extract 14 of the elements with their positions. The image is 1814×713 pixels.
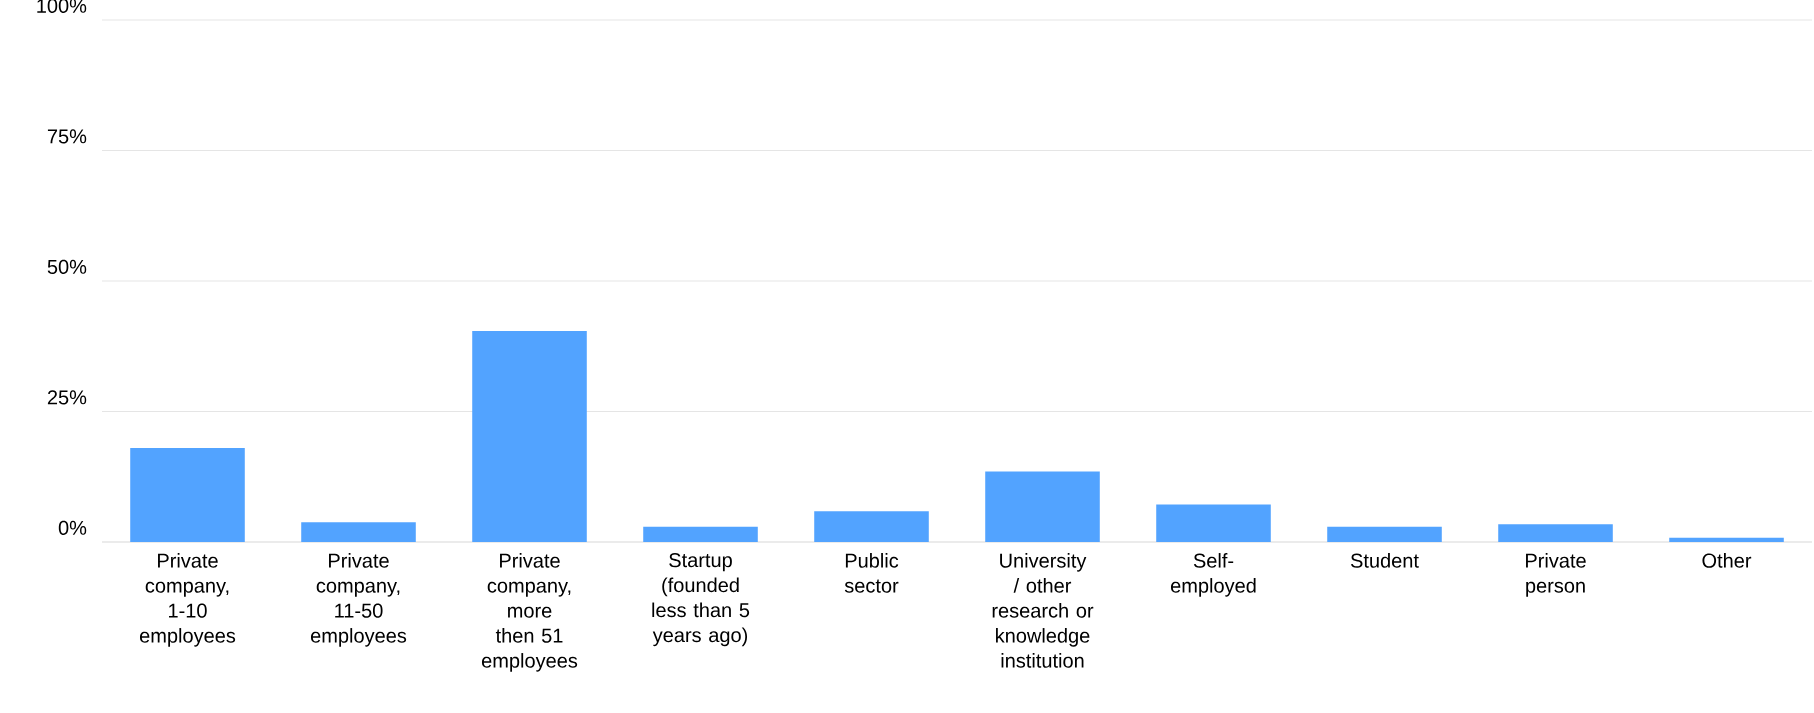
x-tick-label: Public sector	[844, 553, 899, 593]
x-tick-label: Private person	[1526, 553, 1586, 597]
x-tick-label: Private company, more then 51 employees	[481, 553, 578, 672]
y-tick-label: 50%	[47, 259, 87, 274]
x-tick-label: Self-employed	[1170, 553, 1256, 597]
x-tick-label: Private company, 1-10 employees	[139, 553, 236, 647]
x-tick-label: Student	[1350, 553, 1419, 568]
y-tick-label: 75%	[47, 129, 87, 144]
x-tick-label: University / other research or knowledge institution	[992, 553, 1094, 668]
x-tick-label: Private company, 11-50 employees	[310, 553, 407, 647]
y-tick-label: 0%	[58, 520, 87, 535]
y-tick-label: 25%	[47, 390, 87, 405]
x-tick-label: Other	[1702, 553, 1752, 568]
x-tick-label: Startup (founded less than 5 years ago)	[652, 553, 750, 647]
